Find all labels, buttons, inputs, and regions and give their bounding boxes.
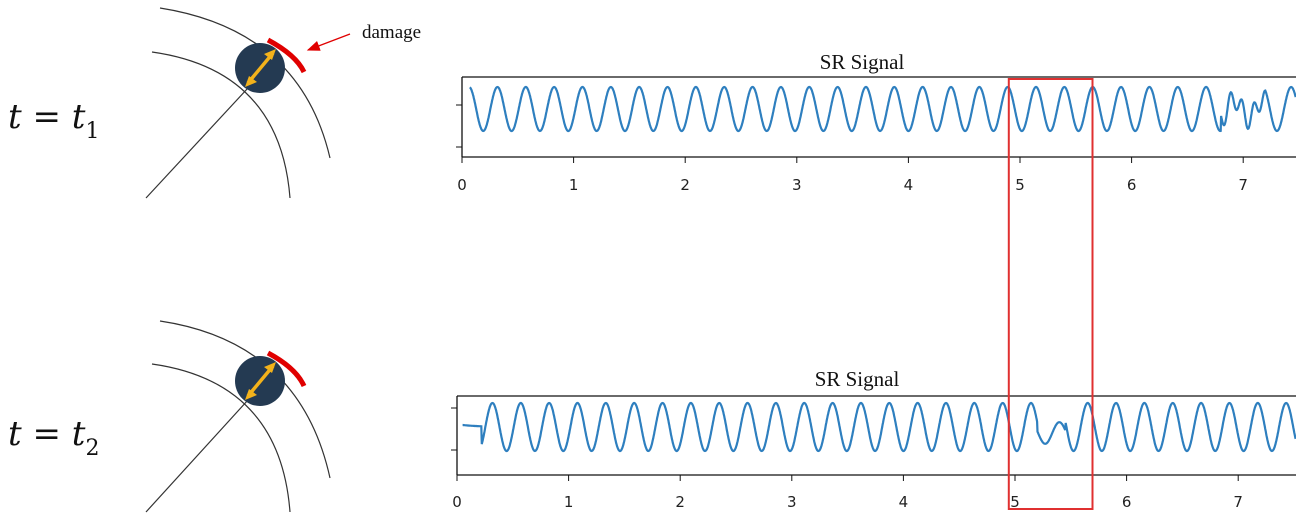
double-arrow-icon bbox=[245, 49, 276, 87]
x-axis-ticks: 0 1 2 3 4 5 6 7 bbox=[457, 157, 1248, 194]
x-axis-ticks: 0 1 2 3 4 5 6 7 bbox=[452, 475, 1243, 511]
chart-title: SR Signal bbox=[820, 50, 905, 74]
x-tick-label: 2 bbox=[680, 176, 690, 194]
x-tick-label: 3 bbox=[787, 493, 797, 511]
x-tick-label: 7 bbox=[1238, 176, 1248, 194]
double-arrow-icon bbox=[245, 362, 276, 400]
time-equation-2: t = t2 bbox=[8, 414, 99, 461]
damage-mark bbox=[266, 37, 307, 74]
x-tick-label: 4 bbox=[904, 176, 914, 194]
x-tick-label: 1 bbox=[569, 176, 579, 194]
x-tick-label: 7 bbox=[1233, 493, 1243, 511]
bearing-diagram-1: t = t1 damage bbox=[8, 7, 421, 199]
x-tick-label: 0 bbox=[457, 176, 467, 194]
damage-label: damage bbox=[362, 22, 421, 43]
radial-line bbox=[145, 399, 249, 513]
time-equation-1: t = t1 bbox=[8, 97, 99, 144]
sr-signal-chart-1: SR Signal 0 1 2 3 4 5 6 7 bbox=[456, 50, 1296, 194]
x-tick-label: 0 bbox=[452, 493, 462, 511]
chart-title: SR Signal bbox=[815, 367, 900, 391]
damage-pointer-arrow bbox=[306, 33, 351, 51]
inner-race-arc bbox=[151, 51, 291, 199]
x-tick-label: 5 bbox=[1010, 493, 1020, 511]
x-tick-label: 2 bbox=[675, 493, 685, 511]
x-tick-label: 6 bbox=[1127, 176, 1137, 194]
radial-line bbox=[145, 87, 249, 199]
x-tick-label: 5 bbox=[1015, 176, 1025, 194]
signal-line bbox=[462, 401, 1296, 453]
inner-race-arc bbox=[151, 363, 291, 513]
bearing-diagram-2: t = t2 bbox=[8, 320, 331, 513]
sr-signal-chart-2: SR Signal 0 1 2 3 4 5 6 7 bbox=[451, 367, 1296, 511]
x-tick-label: 6 bbox=[1122, 493, 1132, 511]
x-tick-label: 4 bbox=[899, 493, 909, 511]
x-tick-label: 1 bbox=[564, 493, 574, 511]
x-tick-label: 3 bbox=[792, 176, 802, 194]
highlight-region-box bbox=[1007, 78, 1094, 510]
damage-mark bbox=[266, 350, 307, 388]
signal-line bbox=[469, 85, 1296, 133]
